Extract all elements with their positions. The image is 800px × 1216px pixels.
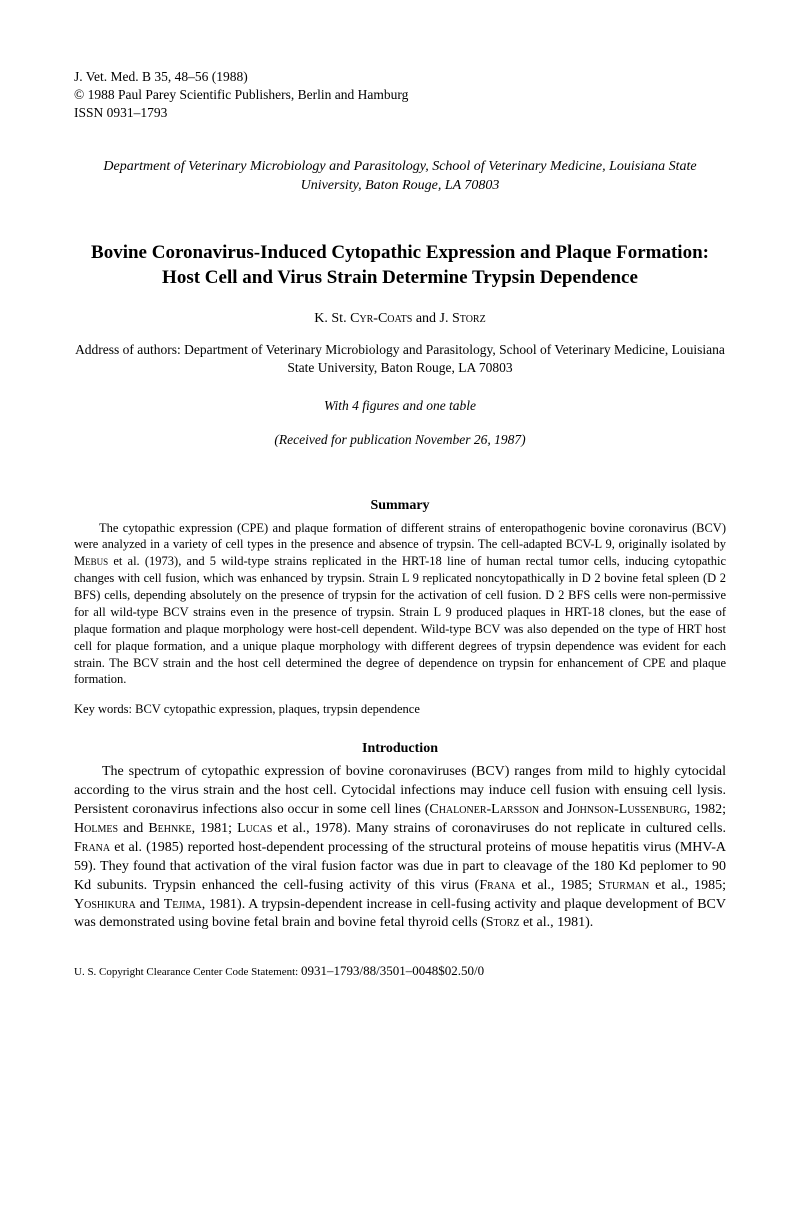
intro-l: et al., 1981).	[519, 915, 593, 930]
author-address: Address of authors: Department of Veteri…	[74, 341, 726, 377]
copyright-label: U. S. Copyright Clearance Center Code St…	[74, 966, 301, 978]
issn-line: ISSN 0931–1793	[74, 104, 726, 122]
author-and: and J.	[412, 311, 452, 326]
ref-chaloner: Chaloner-Larsson	[429, 802, 539, 817]
intro-f: et al., 1978). Many strains of coronavir…	[272, 821, 726, 836]
summary-paragraph: The cytopathic expression (CPE) and plaq…	[74, 520, 726, 689]
author-prefix: K. St.	[314, 311, 350, 326]
citation-line: J. Vet. Med. B 35, 48–56 (1988)	[74, 68, 726, 86]
copyright-line: © 1988 Paul Parey Scientific Publishers,…	[74, 86, 726, 104]
ref-tejima: Tejima	[164, 897, 202, 912]
ref-frana-2: Frana	[479, 878, 515, 893]
summary-text-a: The cytopathic expression (CPE) and plaq…	[74, 521, 726, 552]
intro-c: , 1982;	[687, 802, 726, 817]
article-title: Bovine Coronavirus-Induced Cytopathic Ex…	[74, 240, 726, 291]
author-surname-2: Storz	[452, 311, 486, 326]
figures-note: With 4 figures and one table	[74, 398, 726, 414]
ref-storz: Storz	[486, 915, 520, 930]
intro-i: et al., 1985;	[649, 878, 726, 893]
intro-j: and	[136, 897, 164, 912]
author-surname-1: Cyr-Coats	[350, 311, 412, 326]
ref-frana-1: Frana	[74, 840, 110, 855]
copyright-code: 0931–1793/88/3501–0048$02.50/0	[301, 963, 484, 978]
ref-johnson: Johnson-Lussenburg	[567, 802, 687, 817]
intro-e: , 1981;	[192, 821, 238, 836]
copyright-footer: U. S. Copyright Clearance Center Code St…	[74, 963, 726, 979]
department-affiliation: Department of Veterinary Microbiology an…	[74, 157, 726, 196]
summary-text-b: et al. (1973), and 5 wild-type strains r…	[74, 554, 726, 686]
introduction-paragraph: The spectrum of cytopathic expression of…	[74, 763, 726, 933]
received-date: (Received for publication November 26, 1…	[74, 432, 726, 448]
intro-b: and	[539, 802, 567, 817]
journal-header: J. Vet. Med. B 35, 48–56 (1988) © 1988 P…	[74, 68, 726, 123]
ref-lucas: Lucas	[237, 821, 272, 836]
ref-behnke: Behnke	[148, 821, 191, 836]
summary-ref-mebus: Mebus	[74, 554, 108, 568]
ref-sturman: Sturman	[598, 878, 649, 893]
introduction-heading: Introduction	[74, 741, 726, 757]
summary-heading: Summary	[74, 498, 726, 514]
ref-holmes: Holmes	[74, 821, 118, 836]
keywords-line: Key words: BCV cytopathic expression, pl…	[74, 702, 726, 717]
intro-h: et al., 1985;	[515, 878, 598, 893]
authors-line: K. St. Cyr-Coats and J. Storz	[74, 311, 726, 327]
ref-yoshikura: Yoshikura	[74, 897, 136, 912]
intro-d: and	[118, 821, 148, 836]
